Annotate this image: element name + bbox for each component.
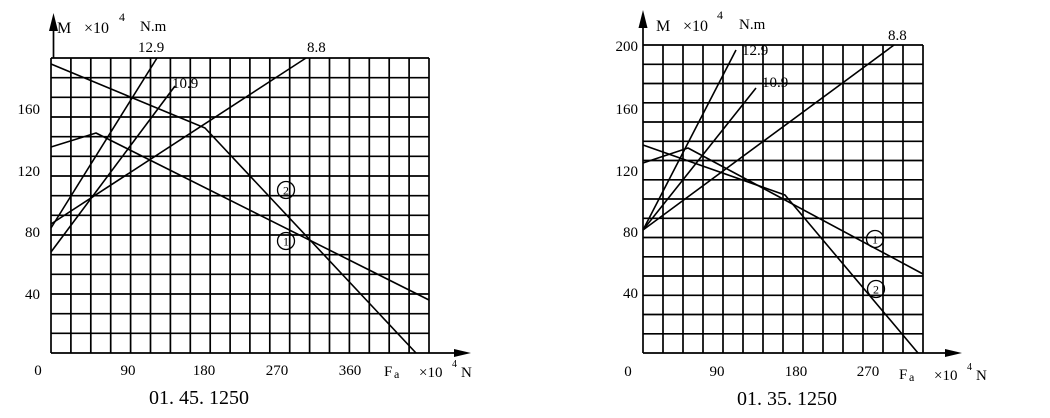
capacity-curve-1 bbox=[50, 132, 430, 301]
capacity-curve-2 bbox=[642, 144, 919, 354]
circled-marker-2 bbox=[866, 279, 886, 299]
x-axis-title-unit: N bbox=[976, 368, 987, 384]
x-axis-title-x10: ×10 bbox=[419, 365, 442, 381]
grade-label-12-9: 12.9 bbox=[742, 43, 768, 59]
x-axis-arrowhead-icon bbox=[945, 349, 962, 357]
y-axis-arrowhead-icon bbox=[638, 10, 648, 28]
x-tick-360: 360 bbox=[339, 363, 362, 379]
x-tick-270: 270 bbox=[266, 363, 289, 379]
grade-label-8-8: 8.8 bbox=[307, 40, 326, 56]
x-axis-title-unit: N bbox=[461, 365, 472, 381]
bolt-12-9-line bbox=[642, 49, 737, 231]
grade-label-10-9: 10.9 bbox=[762, 75, 788, 91]
circled-marker-1 bbox=[276, 231, 296, 251]
y-axis-title-m: M bbox=[656, 18, 670, 35]
y-axis-title-unit: N.m bbox=[140, 19, 167, 35]
x-axis-title-f: F bbox=[899, 367, 907, 383]
x-axis-title-exp: 4 bbox=[967, 362, 972, 373]
y-tick-40: 40 bbox=[623, 286, 638, 302]
grade-label-10-9: 10.9 bbox=[172, 76, 198, 92]
x-tick-0: 0 bbox=[34, 363, 42, 379]
grade-label-12-9: 12.9 bbox=[138, 40, 164, 56]
y-axis-title-exp: 4 bbox=[717, 8, 723, 22]
grid-mesh bbox=[50, 57, 430, 354]
y-axis-title-x10: ×10 bbox=[683, 18, 708, 35]
y-tick-200: 200 bbox=[616, 39, 639, 55]
x-tick-180: 180 bbox=[193, 363, 216, 379]
capacity-curve-1 bbox=[642, 147, 924, 275]
bolt-8-8-line bbox=[50, 57, 307, 225]
x-axis-title-a: a bbox=[909, 370, 915, 384]
circled-marker-1 bbox=[865, 229, 885, 249]
y-axis-title-unit: N.m bbox=[739, 17, 766, 33]
x-tick-90: 90 bbox=[710, 364, 725, 380]
chart-01-45-1250: M ×10 4 N.m 12.9 10.9 8.8 160 120 80 40 0 90 180 270 36… bbox=[18, 10, 473, 409]
y-tick-80: 80 bbox=[623, 225, 638, 241]
x-tick-180: 180 bbox=[785, 364, 808, 380]
circled-marker-1-digit: 1 bbox=[283, 235, 289, 249]
y-axis-title-m: M bbox=[57, 20, 71, 37]
grade-label-8-8: 8.8 bbox=[888, 28, 907, 44]
circled-marker-2 bbox=[276, 180, 296, 200]
circled-marker-2-digit: 2 bbox=[873, 283, 879, 297]
x-axis-arrowhead-icon bbox=[454, 349, 471, 357]
x-axis-title-f: F bbox=[384, 364, 392, 380]
x-tick-90: 90 bbox=[121, 363, 136, 379]
bolt-10-9-line bbox=[50, 85, 176, 253]
y-tick-120: 120 bbox=[616, 164, 639, 180]
y-tick-40: 40 bbox=[25, 287, 40, 303]
y-tick-80: 80 bbox=[25, 225, 40, 241]
caption: 01. 35. 1250 bbox=[737, 388, 837, 410]
y-axis-arrowhead-icon bbox=[49, 13, 58, 31]
y-tick-160: 160 bbox=[18, 102, 41, 118]
x-axis-title-a: a bbox=[394, 367, 400, 381]
y-axis-title-exp: 4 bbox=[119, 10, 125, 24]
x-axis-title-x10: ×10 bbox=[934, 368, 957, 384]
circled-marker-1-digit: 1 bbox=[872, 233, 878, 247]
capacity-curve-2 bbox=[50, 63, 417, 354]
y-tick-160: 160 bbox=[616, 102, 639, 118]
caption: 01. 45. 1250 bbox=[149, 387, 249, 409]
x-tick-0: 0 bbox=[624, 364, 632, 380]
x-tick-270: 270 bbox=[857, 364, 880, 380]
circled-marker-2-digit: 2 bbox=[283, 184, 289, 198]
y-tick-120: 120 bbox=[18, 164, 41, 180]
bolt-10-9-line bbox=[642, 87, 757, 231]
bolt-12-9-line bbox=[50, 57, 158, 229]
bolt-8-8-line bbox=[642, 44, 895, 231]
x-axis-title-exp: 4 bbox=[452, 359, 457, 370]
chart-01-35-1250: M ×10 4 N.m 12.9 10.9 8.8 200 160 120 80 40 0 90 180 27… bbox=[616, 8, 988, 410]
y-axis-title-x10: ×10 bbox=[84, 20, 109, 37]
